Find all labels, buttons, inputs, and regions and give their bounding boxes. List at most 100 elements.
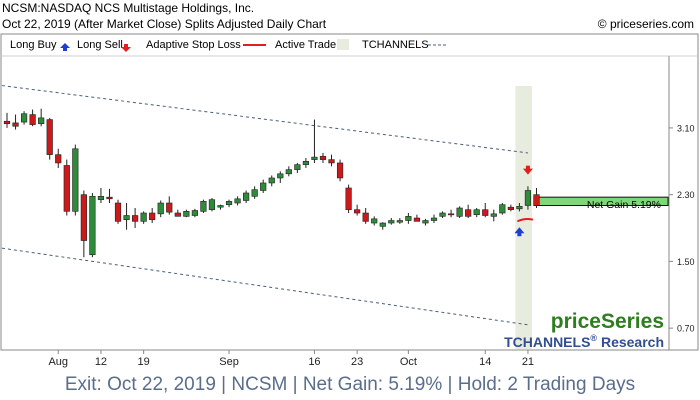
candle-body [465, 209, 472, 217]
legend-stop-loss-label: Adaptive Stop Loss [146, 39, 241, 51]
candle-body [29, 114, 36, 125]
x-tick-label: Aug [48, 356, 68, 368]
legend-tchannels-label: TCHANNELS [362, 39, 429, 51]
candle-body [328, 159, 335, 164]
candle-body [507, 206, 514, 210]
candle-body [456, 207, 463, 217]
legend-long-buy-label: Long Buy [10, 39, 57, 51]
candle-body [174, 212, 181, 217]
candle-body [319, 155, 327, 160]
legend-active-trade-label: Active Trade [275, 39, 336, 51]
candle-body [243, 192, 250, 201]
candle-body [439, 212, 446, 217]
copyright-text: © priceseries.com [597, 17, 694, 31]
brand-tagline: TCHANNELS® Research [504, 333, 664, 350]
candle-body [430, 217, 438, 221]
candle-body [302, 160, 310, 165]
sell-arrow-icon [121, 44, 131, 52]
candle-body [260, 182, 267, 191]
candle-body [422, 220, 429, 224]
candle-body [140, 212, 147, 222]
candle-body [251, 189, 258, 197]
candle-body [63, 165, 70, 212]
candle-body [473, 209, 480, 215]
net-gain-annotation: Net Gain 5.19% [587, 199, 661, 211]
candle-body [183, 211, 190, 217]
x-tick-label: Sep [219, 356, 239, 368]
candle-body [311, 156, 318, 160]
legend: Long Buy Long Sell Adaptive Stop Loss Ac… [10, 39, 448, 52]
candle-body [46, 119, 53, 155]
candle-body [20, 113, 28, 123]
trade-markers [514, 165, 534, 237]
y-tick-label: 3.10 [677, 123, 695, 133]
buy-marker-arrow [514, 227, 525, 237]
candle-body [123, 215, 130, 220]
net-gain-label: Net Gain 5.19% [587, 199, 661, 211]
candle-body [413, 217, 421, 222]
y-axis: 3.10 2.30 1.50 0.70 [669, 123, 695, 334]
candle-body [89, 196, 96, 256]
brand-logo: priceSeries TCHANNELS® Research [504, 310, 664, 350]
candlesticks [3, 108, 540, 258]
candle-body [516, 206, 523, 210]
candle-body [405, 216, 412, 221]
candle-body [396, 220, 403, 223]
candle-body [336, 162, 344, 179]
candle-body [499, 204, 506, 214]
trade-summary-footer: Exit: Oct 22, 2019 | NCSM | Net Gain: 5.… [64, 374, 636, 395]
candle-body [200, 201, 207, 212]
candle-body [294, 164, 301, 170]
candle-body [371, 218, 378, 224]
candle-body [533, 194, 540, 206]
chart-subtitle: Oct 22, 2019 (After Market Close) Splits… [2, 17, 327, 31]
candle-body [132, 215, 139, 222]
candle-body [217, 205, 224, 208]
x-tick-label: 23 [351, 356, 363, 368]
candle-body [157, 202, 164, 215]
candle-body [482, 209, 489, 216]
channel-lower-line [1, 247, 529, 326]
x-tick-label: 12 [95, 356, 107, 368]
y-tick-label: 2.30 [677, 190, 695, 200]
candle-body [285, 169, 292, 175]
x-axis: Aug 12 19 Sep 16 23 Oct 14 21 [48, 350, 534, 368]
candle-body [268, 177, 275, 184]
chart-header: NCSM:NASDAQ NCS Multistage Holdings, Inc… [0, 0, 700, 34]
x-tick-label: 16 [308, 356, 320, 368]
buy-arrow-icon [60, 43, 70, 51]
x-tick-label: 19 [138, 356, 150, 368]
price-chart: Long Buy Long Sell Adaptive Stop Loss Ac… [0, 33, 699, 368]
candle-body [490, 213, 497, 217]
candle-body [362, 212, 369, 222]
brand-name: priceSeries [551, 310, 664, 333]
candle-body [55, 154, 62, 164]
candle-body [234, 198, 241, 204]
candle-body [38, 117, 45, 125]
active-trade-swatch-icon [337, 39, 349, 50]
candle-body [447, 213, 455, 216]
active-trade-region [515, 86, 532, 349]
channel-upper-line [1, 85, 529, 154]
candle-body [345, 187, 352, 210]
candle-body [524, 190, 532, 206]
candle-body [72, 148, 79, 212]
chart-title: NCSM:NASDAQ NCS Multistage Holdings, Inc… [2, 1, 255, 15]
y-tick-label: 1.50 [677, 257, 695, 267]
candle-body [354, 209, 361, 214]
candle-body [149, 212, 156, 220]
candle-body [379, 222, 386, 227]
x-tick-label: Oct [400, 356, 417, 368]
legend-long-sell-label: Long Sell [77, 39, 123, 51]
candle-body [114, 202, 122, 222]
y-tick-label: 0.70 [677, 324, 695, 334]
stop-loss-line [516, 217, 534, 223]
candle-body [106, 196, 113, 200]
active-trade-band [515, 86, 532, 349]
candle-body [3, 120, 11, 125]
candle-body [12, 122, 19, 127]
candle-body [80, 194, 87, 241]
candle-body [97, 196, 105, 200]
candle-body [225, 201, 233, 205]
candle-body [208, 199, 216, 210]
